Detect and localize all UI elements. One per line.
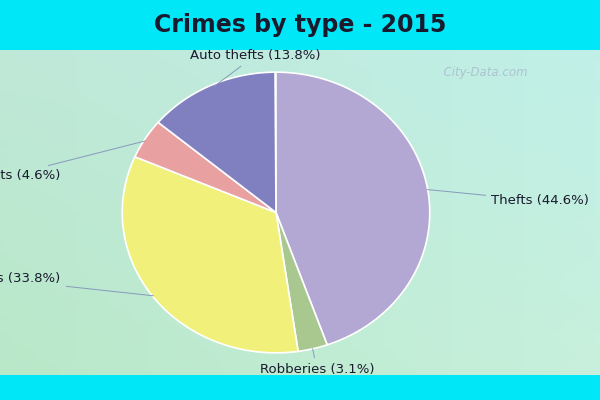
Text: Robberies (3.1%): Robberies (3.1%) [260, 349, 374, 376]
Polygon shape [135, 122, 276, 212]
Text: Crimes by type - 2015: Crimes by type - 2015 [154, 13, 446, 37]
Polygon shape [158, 72, 276, 212]
Text: City-Data.com: City-Data.com [436, 66, 528, 79]
Polygon shape [122, 157, 298, 353]
Text: Burglaries (33.8%): Burglaries (33.8%) [0, 272, 154, 296]
Polygon shape [276, 72, 430, 345]
Polygon shape [276, 212, 327, 351]
Text: Assaults (4.6%): Assaults (4.6%) [0, 141, 145, 182]
Text: Thefts (44.6%): Thefts (44.6%) [427, 190, 589, 207]
Text: Auto thefts (13.8%): Auto thefts (13.8%) [190, 49, 321, 86]
